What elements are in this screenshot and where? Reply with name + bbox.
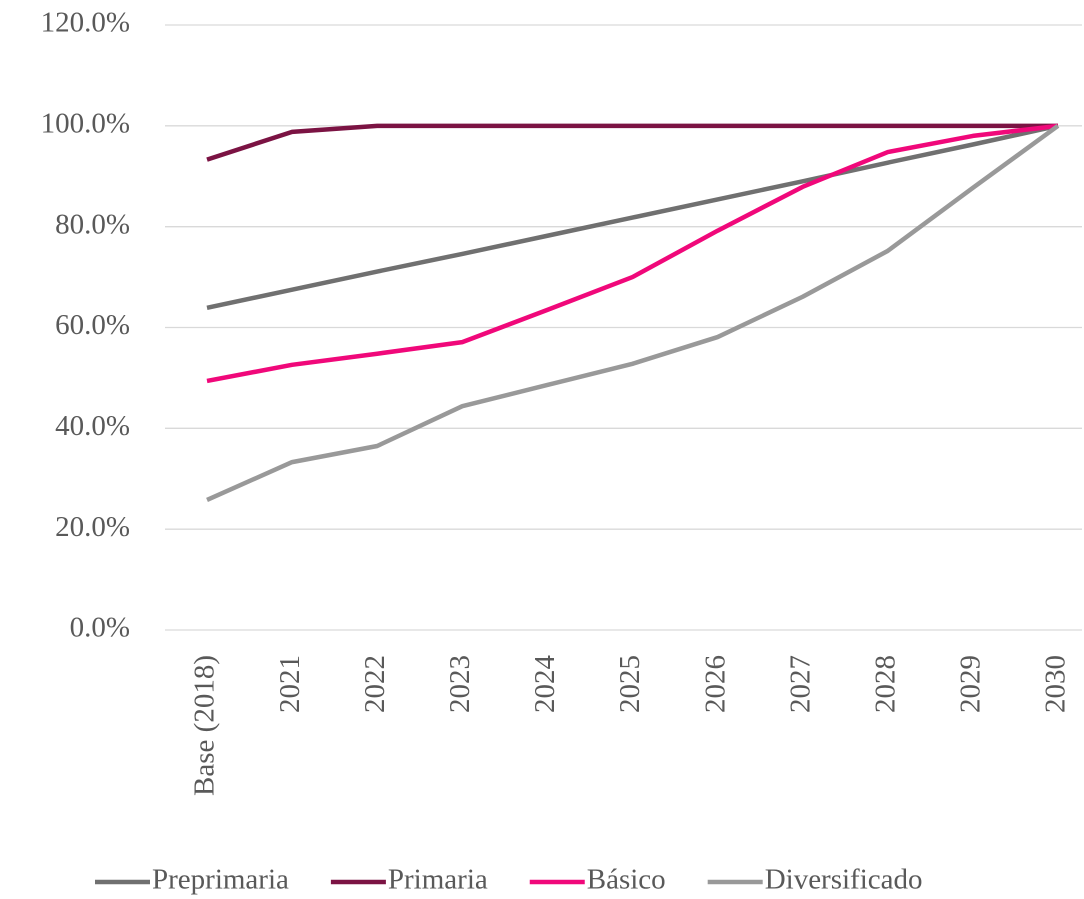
y-tick-label: 0.0% [70, 612, 130, 644]
series-line [206, 123, 1058, 162]
x-tick-label: 2028 [869, 655, 901, 713]
x-tick-label: Base (2018) [189, 655, 221, 796]
y-tick-label: 80.0% [55, 208, 130, 240]
series-line [206, 123, 1059, 311]
legend-label: Diversificado [765, 864, 923, 896]
series-line [206, 123, 1059, 384]
x-tick-label: 2021 [274, 655, 306, 713]
x-tick-label: 2022 [359, 655, 391, 713]
x-tick-label: 2023 [444, 655, 476, 713]
y-tick-label: 60.0% [55, 309, 130, 341]
x-tick-label: 2030 [1040, 655, 1072, 713]
y-tick-label: 120.0% [41, 7, 130, 39]
y-tick-label: 100.0% [41, 107, 130, 139]
x-tick-label: 2029 [955, 655, 987, 713]
y-tick-label: 20.0% [55, 511, 130, 543]
x-tick-label: 2025 [614, 655, 646, 713]
x-tick-label: 2027 [784, 655, 816, 713]
legend-label: Básico [587, 864, 666, 896]
legend-label: Primaria [388, 864, 488, 896]
legend-label: Preprimaria [152, 864, 289, 896]
series-line [206, 124, 1060, 502]
x-tick-label: 2024 [529, 655, 561, 714]
y-tick-label: 40.0% [55, 410, 130, 442]
x-tick-label: 2026 [699, 655, 731, 713]
